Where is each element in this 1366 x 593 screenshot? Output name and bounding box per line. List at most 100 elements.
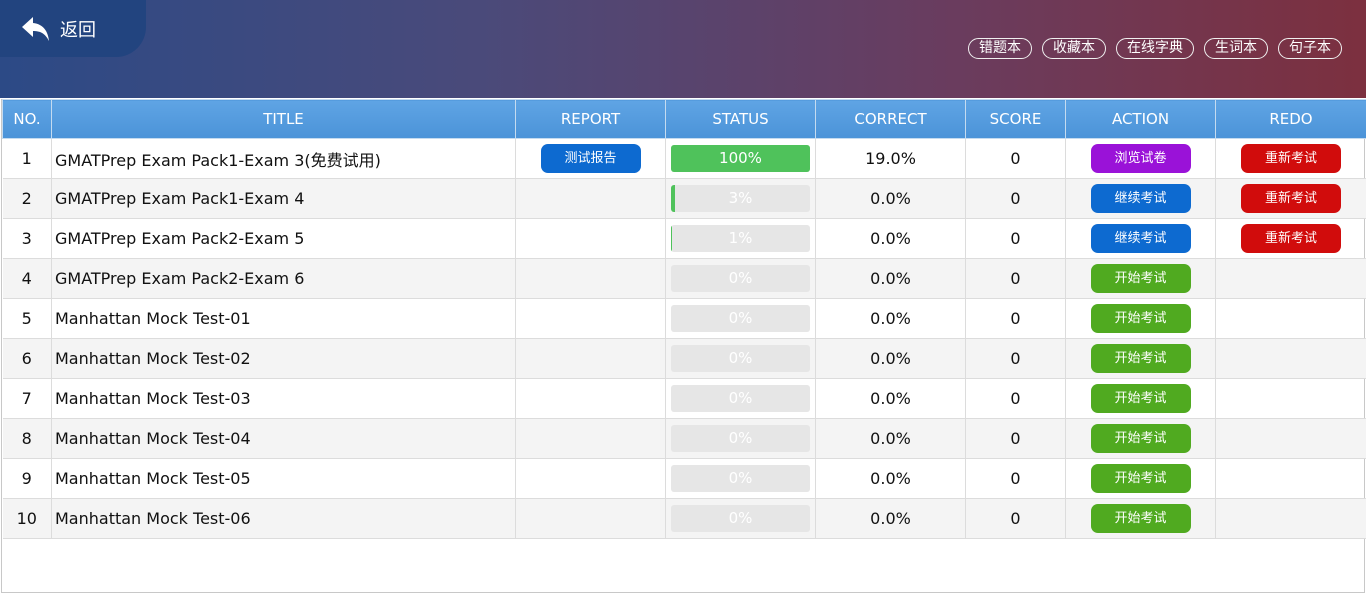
back-button[interactable]: 返回: [0, 0, 146, 57]
score: 0: [966, 179, 1066, 219]
table-row[interactable]: 1 GMATPrep Exam Pack1-Exam 3(免费试用) 测试报告 100…: [3, 139, 1366, 179]
exam-table: NO. TITLE REPORT STATUS CORRECT SCORE AC…: [2, 99, 1366, 539]
header-no[interactable]: NO.: [3, 100, 52, 139]
action-cell: 开始考试: [1066, 459, 1216, 499]
exam-title: GMATPrep Exam Pack2-Exam 6: [52, 259, 516, 299]
redo-cell: [1216, 419, 1366, 459]
progress-text: 0%: [729, 309, 753, 327]
header-score[interactable]: SCORE: [966, 100, 1066, 139]
start-exam-button[interactable]: 开始考试: [1091, 504, 1191, 533]
correct-rate: 0.0%: [816, 459, 966, 499]
action-cell: 浏览试卷: [1066, 139, 1216, 179]
header-report[interactable]: REPORT: [516, 100, 666, 139]
progress-text: 0%: [729, 429, 753, 447]
report-cell: [516, 299, 666, 339]
report-cell: [516, 179, 666, 219]
score: 0: [966, 259, 1066, 299]
redo-cell: [1216, 379, 1366, 419]
header-redo[interactable]: REDO: [1216, 100, 1366, 139]
report-button[interactable]: 测试报告: [541, 144, 641, 173]
start-exam-button[interactable]: 开始考试: [1091, 304, 1191, 333]
table-row[interactable]: 8 Manhattan Mock Test-04 0% 0.0% 0 开始考试: [3, 419, 1366, 459]
header-title[interactable]: TITLE: [52, 100, 516, 139]
continue-exam-button[interactable]: 继续考试: [1091, 224, 1191, 253]
view-exam-button[interactable]: 浏览试卷: [1091, 144, 1191, 173]
redo-exam-button[interactable]: 重新考试: [1241, 184, 1341, 213]
start-exam-button[interactable]: 开始考试: [1091, 464, 1191, 493]
score: 0: [966, 459, 1066, 499]
header-status[interactable]: STATUS: [666, 100, 816, 139]
wrong-questions-button[interactable]: 错题本: [968, 38, 1032, 59]
report-cell: [516, 259, 666, 299]
row-number: 4: [3, 259, 52, 299]
exam-title: Manhattan Mock Test-05: [52, 459, 516, 499]
sentence-book-button[interactable]: 句子本: [1278, 38, 1342, 59]
report-cell: [516, 339, 666, 379]
row-number: 2: [3, 179, 52, 219]
start-exam-button[interactable]: 开始考试: [1091, 264, 1191, 293]
online-dictionary-button[interactable]: 在线字典: [1116, 38, 1194, 59]
correct-rate: 0.0%: [816, 299, 966, 339]
correct-rate: 0.0%: [816, 259, 966, 299]
score: 0: [966, 219, 1066, 259]
exam-title: GMATPrep Exam Pack1-Exam 4: [52, 179, 516, 219]
table-row[interactable]: 9 Manhattan Mock Test-05 0% 0.0% 0 开始考试: [3, 459, 1366, 499]
progress-bar: 0%: [671, 465, 810, 492]
exam-title: Manhattan Mock Test-01: [52, 299, 516, 339]
table-row[interactable]: 10 Manhattan Mock Test-06 0% 0.0% 0 开始考试: [3, 499, 1366, 539]
progress-text: 0%: [729, 269, 753, 287]
progress-text: 0%: [729, 349, 753, 367]
progress-fill: [671, 185, 675, 212]
table-row[interactable]: 4 GMATPrep Exam Pack2-Exam 6 0% 0.0% 0 开始考试: [3, 259, 1366, 299]
table-row[interactable]: 3 GMATPrep Exam Pack2-Exam 5 1% 0.0% 0 继续考试 重新…: [3, 219, 1366, 259]
table-row[interactable]: 6 Manhattan Mock Test-02 0% 0.0% 0 开始考试: [3, 339, 1366, 379]
progress-bar: 0%: [671, 305, 810, 332]
exam-title: Manhattan Mock Test-03: [52, 379, 516, 419]
redo-cell: [1216, 459, 1366, 499]
start-exam-button[interactable]: 开始考试: [1091, 344, 1191, 373]
action-cell: 开始考试: [1066, 339, 1216, 379]
redo-cell: 重新考试: [1216, 139, 1366, 179]
continue-exam-button[interactable]: 继续考试: [1091, 184, 1191, 213]
score: 0: [966, 339, 1066, 379]
report-cell: [516, 219, 666, 259]
start-exam-button[interactable]: 开始考试: [1091, 384, 1191, 413]
progress-bar: 0%: [671, 425, 810, 452]
table-row[interactable]: 2 GMATPrep Exam Pack1-Exam 4 3% 0.0% 0 继续考试 重新…: [3, 179, 1366, 219]
redo-cell: [1216, 259, 1366, 299]
correct-rate: 19.0%: [816, 139, 966, 179]
report-cell: [516, 459, 666, 499]
vocabulary-book-button[interactable]: 生词本: [1204, 38, 1268, 59]
redo-cell: [1216, 299, 1366, 339]
start-exam-button[interactable]: 开始考试: [1091, 424, 1191, 453]
table-row[interactable]: 7 Manhattan Mock Test-03 0% 0.0% 0 开始考试: [3, 379, 1366, 419]
status-cell: 0%: [666, 259, 816, 299]
progress-bar: 1%: [671, 225, 810, 252]
progress-bar: 3%: [671, 185, 810, 212]
score: 0: [966, 499, 1066, 539]
action-cell: 开始考试: [1066, 259, 1216, 299]
correct-rate: 0.0%: [816, 339, 966, 379]
report-cell: [516, 379, 666, 419]
exam-title: Manhattan Mock Test-06: [52, 499, 516, 539]
header-action[interactable]: ACTION: [1066, 100, 1216, 139]
back-arrow-icon: [20, 15, 52, 43]
progress-bar: 100%: [671, 145, 810, 172]
report-cell: 测试报告: [516, 139, 666, 179]
redo-exam-button[interactable]: 重新考试: [1241, 224, 1341, 253]
table-row[interactable]: 5 Manhattan Mock Test-01 0% 0.0% 0 开始考试: [3, 299, 1366, 339]
exam-table-panel: NO. TITLE REPORT STATUS CORRECT SCORE AC…: [1, 99, 1365, 593]
report-cell: [516, 499, 666, 539]
exam-title: Manhattan Mock Test-02: [52, 339, 516, 379]
status-cell: 0%: [666, 299, 816, 339]
redo-exam-button[interactable]: 重新考试: [1241, 144, 1341, 173]
correct-rate: 0.0%: [816, 179, 966, 219]
progress-text: 0%: [729, 509, 753, 527]
header-correct[interactable]: CORRECT: [816, 100, 966, 139]
status-cell: 0%: [666, 459, 816, 499]
score: 0: [966, 379, 1066, 419]
row-number: 5: [3, 299, 52, 339]
row-number: 9: [3, 459, 52, 499]
row-number: 8: [3, 419, 52, 459]
favorites-button[interactable]: 收藏本: [1042, 38, 1106, 59]
